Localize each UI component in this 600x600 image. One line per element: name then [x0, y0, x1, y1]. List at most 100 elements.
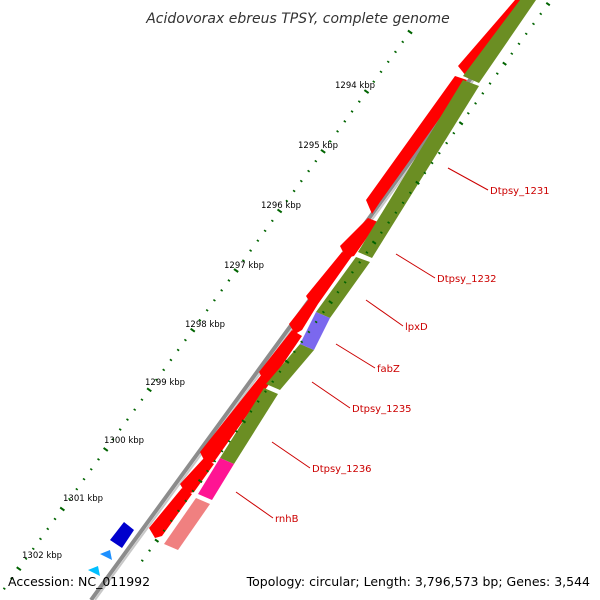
tick-mark: [46, 527, 50, 531]
tick-mark: [358, 261, 362, 264]
tick-mark: [350, 270, 354, 274]
tick-mark: [75, 487, 79, 491]
gene-label-dtpsy-1232[interactable]: Dtpsy_1232: [437, 274, 497, 285]
gene-arrow: [259, 330, 302, 383]
gene-arrow: [200, 374, 272, 464]
kbp-label: 1296 kbp: [261, 201, 301, 211]
tick-mark: [249, 249, 253, 252]
tick-mark: [270, 219, 274, 223]
tick-mark: [328, 300, 333, 305]
gene-label-lpxd[interactable]: lpxD: [405, 322, 428, 333]
rnhB-gene-block: [198, 458, 234, 500]
tick-mark: [466, 111, 470, 115]
tick-mark: [176, 348, 180, 352]
tick-mark: [24, 557, 28, 561]
tick-mark: [386, 60, 390, 64]
tick-mark: [198, 318, 202, 322]
tick-mark: [118, 428, 122, 431]
tick-mark: [336, 290, 340, 294]
label-leader-line: [235, 491, 274, 519]
tick-mark: [371, 240, 377, 245]
gene-labels: Dtpsy_1231 Dtpsy_1232 lpxD fabZ Dtpsy_12…: [275, 186, 550, 525]
label-leader-line: [335, 343, 376, 369]
tick-mark: [233, 268, 239, 273]
tick-mark: [372, 80, 376, 84]
tick-mark: [59, 506, 65, 512]
tick-marks: [2, 1, 551, 590]
tick-mark: [336, 130, 339, 133]
tick-mark: [227, 279, 231, 282]
label-leader-line: [365, 299, 404, 327]
gene-track-segment: [266, 344, 314, 390]
gene-label-dtpsy-1231[interactable]: Dtpsy_1231: [490, 186, 550, 197]
tick-mark: [220, 289, 224, 292]
tick-mark: [299, 179, 303, 183]
tick-mark: [307, 330, 311, 334]
gene-label-dtpsy-1235[interactable]: Dtpsy_1235: [352, 404, 412, 415]
tick-mark: [31, 547, 35, 551]
tick-mark: [307, 169, 311, 173]
label-leader-line: [395, 253, 436, 279]
tick-mark: [97, 458, 100, 461]
pale-gene-block: [164, 498, 210, 550]
tick-mark: [379, 231, 383, 234]
tick-mark: [445, 141, 449, 145]
tick-mark: [387, 221, 391, 224]
gene-label-fabz[interactable]: fabZ: [377, 364, 400, 375]
gene-track-segment: [220, 388, 278, 464]
kbp-label: 1300 kbp: [104, 436, 144, 446]
tick-mark: [271, 380, 275, 384]
tick-mark: [407, 29, 413, 35]
tick-mark: [320, 148, 326, 154]
tick-mark: [205, 308, 209, 312]
gene-track-segment: [358, 80, 479, 258]
tick-mark: [39, 537, 42, 541]
tick-mark: [328, 139, 332, 143]
tick-mark: [177, 509, 180, 513]
gene-track: [164, 0, 536, 550]
tick-mark: [430, 161, 434, 165]
tick-mark: [183, 338, 187, 342]
tick-mark: [89, 467, 93, 471]
tick-mark: [284, 359, 290, 364]
gene-track-segment: [316, 257, 370, 318]
gene-arrow: [366, 76, 467, 214]
kbp-label: 1301 kbp: [63, 494, 103, 504]
tick-mark: [276, 208, 283, 214]
tick-mark: [2, 587, 6, 590]
tick-mark: [241, 259, 245, 262]
tick-mark: [212, 298, 216, 302]
kbp-label: 1295 kbp: [298, 141, 338, 151]
tick-mark: [510, 52, 514, 56]
accession-text: Accession: NC_011992: [8, 574, 150, 589]
tick-mark: [146, 387, 152, 393]
tick-mark: [111, 438, 115, 441]
tick-mark: [314, 320, 318, 324]
tick-mark: [53, 517, 57, 521]
tick-mark: [545, 1, 551, 7]
kbp-label: 1302 kbp: [22, 551, 62, 561]
tick-mark: [184, 499, 188, 503]
tick-mark: [197, 478, 203, 484]
kbp-label: 1298 kbp: [185, 320, 225, 330]
gene-arrow: [289, 300, 318, 334]
kbp-label: 1299 kbp: [145, 378, 185, 388]
tick-mark: [10, 577, 13, 580]
tick-mark: [256, 400, 260, 403]
gene-label-dtpsy-1236[interactable]: Dtpsy_1236: [312, 464, 372, 475]
tick-mark: [532, 22, 535, 26]
tick-mark: [481, 92, 485, 95]
lpxD-gene-block: [300, 312, 330, 350]
gene-label-rnhb[interactable]: rnhB: [275, 514, 299, 525]
tick-mark: [357, 100, 361, 103]
tick-mark: [241, 419, 247, 424]
lightblue-gene-arrow: [88, 566, 100, 576]
tick-mark: [16, 566, 22, 572]
lightblue-gene-arrow: [100, 550, 112, 560]
gene-track-segment: [463, 0, 536, 83]
label-leader-line: [447, 167, 489, 191]
tick-mark: [495, 72, 499, 75]
tick-mark: [401, 201, 405, 205]
tick-mark: [321, 310, 325, 314]
